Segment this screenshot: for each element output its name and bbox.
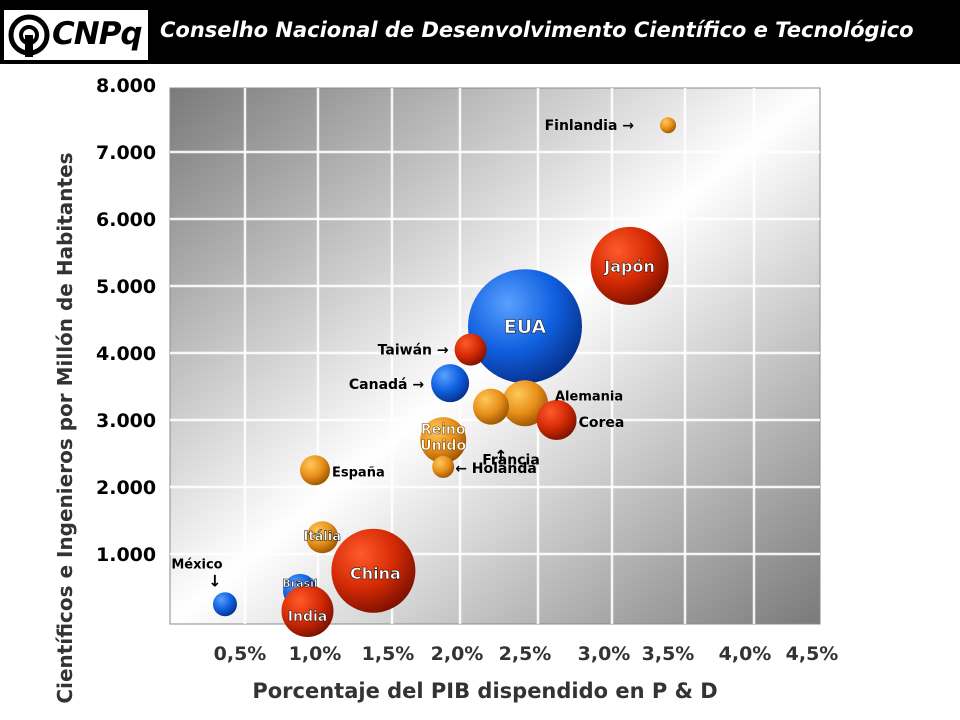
bubble-chart: 1.000 2.000 3.000 4.000 5.000 6.000 7.000 8.000… <box>53 75 839 704</box>
bubbles <box>213 117 676 637</box>
bubble-italia <box>306 521 339 554</box>
bubble-label: Francia <box>482 453 540 469</box>
bubble-label: Canadá → <box>349 377 424 393</box>
y-tick-label: 3.000 <box>96 410 156 432</box>
bubble-labels: Finlandia → Japón EUA Taiwán → Canadá → Alema… <box>171 118 655 625</box>
bubble-japon <box>590 226 669 305</box>
bubble-label: España <box>332 465 385 480</box>
bubble-label: Alemania <box>555 389 623 404</box>
bubble-finlandia <box>660 117 676 134</box>
y-tick-label: 7.000 <box>96 142 156 164</box>
bubble-label: Corea <box>579 415 625 431</box>
y-tick-label: 2.000 <box>96 477 156 499</box>
x-axis-ticks: 0,5% 1,0% 1,5% 2,0% 2,5% 3,0% 3,5% 4,0% 4,5% <box>214 643 839 665</box>
bubble-corea <box>536 400 577 440</box>
arrow-icon: ↑ <box>494 447 507 466</box>
cnpq-logo: CNPq <box>4 10 148 60</box>
bubble-mexico <box>213 592 237 617</box>
x-tick-label: 2,5% <box>499 643 552 665</box>
bubble-label: Japón <box>603 257 655 276</box>
y-tick-label: 8.000 <box>96 75 156 97</box>
y-tick-label: 1.000 <box>96 544 156 566</box>
bubble-label: China <box>350 564 401 583</box>
bubble-taiwan <box>454 333 487 366</box>
bubble-espana <box>300 455 330 486</box>
x-axis-label: Porcentaje del PIB dispendido en P & D <box>252 679 717 703</box>
bubble-canada <box>431 364 470 403</box>
y-axis-label: Científicos e Ingenieros por Millón de H… <box>53 152 77 703</box>
bubble-francia <box>473 388 509 425</box>
bubble-holanda <box>432 455 455 478</box>
header-bar: CNPq Conselho Nacional de Desenvolviment… <box>0 0 960 64</box>
bubble-label: Itália <box>304 529 342 544</box>
x-tick-label: 4,5% <box>786 643 839 665</box>
bubble-label: EUA <box>504 316 547 338</box>
x-tick-label: 0,5% <box>214 643 267 665</box>
bubble-label: Taiwán → <box>378 343 449 359</box>
logo-text: CNPq <box>52 16 143 52</box>
organization-title: Conselho Nacional de Desenvolvimento Cie… <box>160 18 914 42</box>
y-tick-label: 6.000 <box>96 209 156 231</box>
bubble-india <box>281 584 334 637</box>
bubble-reino-unido <box>420 417 467 464</box>
arrow-icon: ↓ <box>208 571 221 590</box>
bubble-label: Finlandia → <box>545 118 635 134</box>
bubble-label: Reino Unido <box>420 422 466 454</box>
bubble-china <box>331 528 416 613</box>
x-tick-label: 1,5% <box>362 643 415 665</box>
y-tick-label: 4.000 <box>96 343 156 365</box>
bubble-label: México <box>171 557 222 572</box>
bubble-label: ← Holanda <box>455 461 537 477</box>
x-tick-label: 3,5% <box>642 643 695 665</box>
bubble-label: Brasil <box>282 577 317 590</box>
y-tick-label: 5.000 <box>96 276 156 298</box>
bubble-label: India <box>288 609 327 625</box>
x-tick-label: 1,0% <box>289 643 342 665</box>
x-tick-label: 3,0% <box>578 643 631 665</box>
cnpq-emblem-icon <box>8 14 50 57</box>
x-tick-label: 4,0% <box>719 643 772 665</box>
bubble-eua <box>468 269 582 384</box>
x-tick-label: 2,0% <box>431 643 484 665</box>
bubble-alemania <box>502 380 548 427</box>
y-axis-ticks: 1.000 2.000 3.000 4.000 5.000 6.000 7.000 8.000 <box>96 75 156 566</box>
